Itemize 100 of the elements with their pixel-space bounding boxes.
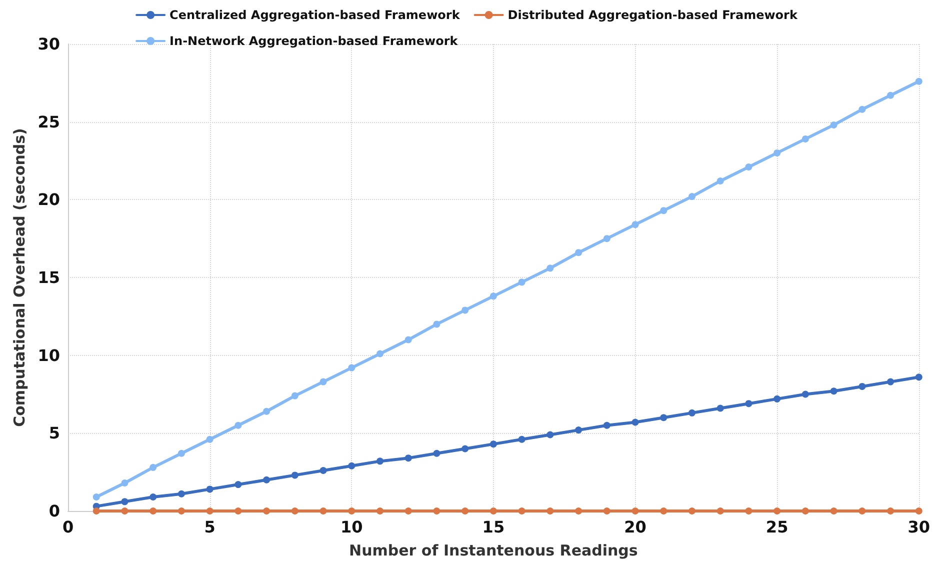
point xyxy=(858,106,866,113)
point xyxy=(660,207,668,214)
point xyxy=(858,508,866,514)
point xyxy=(92,508,100,514)
point xyxy=(376,458,384,465)
point xyxy=(178,450,185,457)
point xyxy=(632,221,639,228)
point xyxy=(263,408,270,415)
point xyxy=(802,135,809,142)
point xyxy=(462,445,469,452)
point xyxy=(518,436,526,443)
point xyxy=(546,431,554,438)
point xyxy=(774,508,781,514)
point xyxy=(121,508,128,514)
point xyxy=(490,440,497,448)
point xyxy=(234,481,242,488)
point xyxy=(178,490,185,498)
point xyxy=(603,508,610,514)
legend-label: Distributed Aggregation-based Framework xyxy=(508,8,798,22)
point xyxy=(716,177,724,184)
point xyxy=(745,508,752,514)
point xyxy=(348,462,356,470)
point xyxy=(632,418,639,426)
x-tick-label: 5 xyxy=(204,518,216,536)
point xyxy=(603,235,610,242)
point xyxy=(858,382,866,390)
point xyxy=(887,92,894,99)
point xyxy=(433,450,440,457)
point xyxy=(518,278,526,286)
x-tick-label: 20 xyxy=(624,518,646,536)
point xyxy=(263,476,270,484)
x-tick-label: 15 xyxy=(482,518,505,536)
y-tick-label: 30 xyxy=(38,34,60,54)
point xyxy=(575,426,582,434)
x-tick-label: 10 xyxy=(340,518,363,536)
y-tick-label: 0 xyxy=(48,502,60,520)
point xyxy=(802,390,809,398)
point xyxy=(291,508,298,514)
point xyxy=(490,292,497,300)
point xyxy=(150,464,157,471)
point xyxy=(462,508,469,514)
point xyxy=(830,388,838,395)
point xyxy=(121,479,128,486)
y-tick-label: 10 xyxy=(38,346,60,365)
point xyxy=(404,508,412,514)
point xyxy=(660,414,668,422)
point xyxy=(206,436,214,443)
point xyxy=(774,149,781,156)
point xyxy=(234,422,242,429)
y-axis-title: Computational Overhead (seconds) xyxy=(10,128,28,427)
point xyxy=(716,508,724,514)
point xyxy=(462,306,469,314)
point xyxy=(688,409,696,416)
point xyxy=(320,508,327,514)
point xyxy=(348,508,356,514)
y-tick-label: 20 xyxy=(38,190,60,210)
point xyxy=(745,163,752,170)
y-tick-label: 15 xyxy=(38,268,60,287)
point xyxy=(490,508,497,514)
point xyxy=(404,336,412,344)
point xyxy=(660,508,668,514)
point xyxy=(92,493,100,500)
point xyxy=(320,467,327,474)
point xyxy=(206,508,214,514)
point xyxy=(376,350,384,358)
point xyxy=(150,508,157,514)
point xyxy=(433,320,440,328)
x-axis-title: Number of Instantenous Readings xyxy=(349,542,638,560)
point xyxy=(887,378,894,386)
y-tick-label: 25 xyxy=(38,112,60,132)
point xyxy=(603,422,610,429)
point xyxy=(348,364,356,372)
point xyxy=(688,193,696,200)
point xyxy=(234,508,242,514)
y-tick-label: 5 xyxy=(48,424,60,443)
point xyxy=(915,78,922,85)
point xyxy=(830,508,838,514)
point xyxy=(150,493,157,500)
point xyxy=(121,498,128,506)
point xyxy=(887,508,894,514)
point xyxy=(575,249,582,256)
point xyxy=(802,508,809,514)
point xyxy=(291,472,298,479)
x-tick-label: 25 xyxy=(766,518,788,536)
point xyxy=(716,404,724,412)
x-tick-label: 0 xyxy=(62,518,74,536)
point xyxy=(575,508,582,514)
point xyxy=(546,508,554,514)
point xyxy=(518,508,526,514)
point xyxy=(178,508,185,514)
point xyxy=(433,508,440,514)
point xyxy=(206,486,214,493)
point xyxy=(320,378,327,386)
x-tick-label: 30 xyxy=(908,518,930,536)
point xyxy=(404,454,412,462)
point xyxy=(263,508,270,514)
legend-label: Centralized Aggregation-based Framework xyxy=(170,8,461,22)
point xyxy=(376,508,384,514)
legend-label: In-Network Aggregation-based Framework xyxy=(170,34,459,48)
point xyxy=(915,374,922,381)
